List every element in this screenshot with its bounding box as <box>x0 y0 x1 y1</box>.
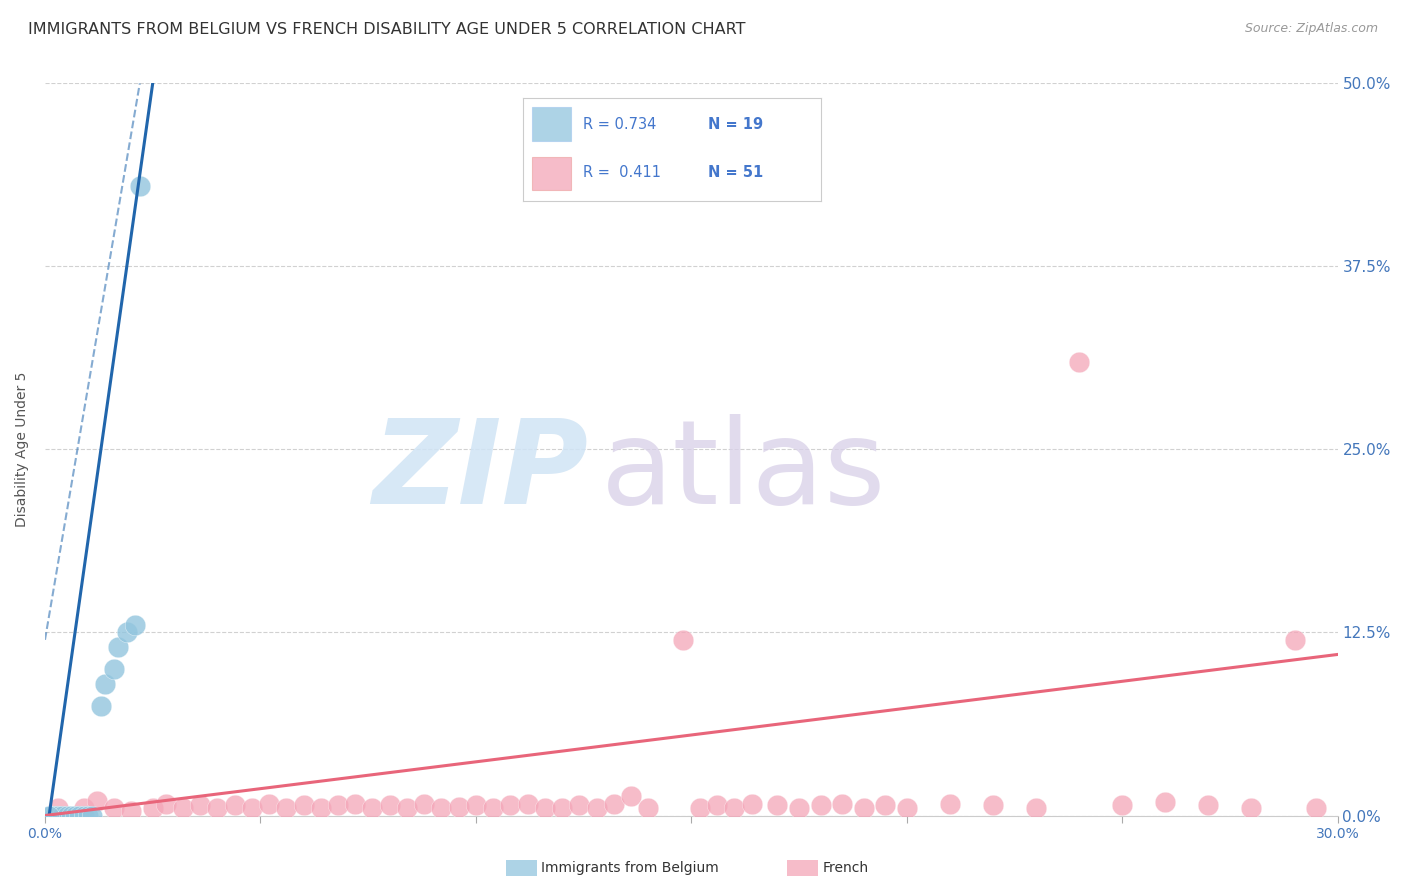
Point <box>63 808 86 822</box>
Point <box>128 178 150 193</box>
Point <box>224 798 246 813</box>
Point <box>706 798 728 813</box>
Point <box>568 798 591 813</box>
Point <box>276 801 298 815</box>
Point <box>464 798 486 813</box>
Point <box>499 798 522 813</box>
Point <box>82 808 104 822</box>
Point <box>42 808 65 822</box>
Point <box>1305 801 1327 815</box>
Point <box>896 801 918 815</box>
Point <box>875 798 897 813</box>
Point <box>51 808 73 822</box>
Point <box>344 797 367 811</box>
Point <box>1069 354 1091 368</box>
Y-axis label: Disability Age Under 5: Disability Age Under 5 <box>15 372 30 527</box>
Point <box>430 801 453 815</box>
Point <box>90 698 112 713</box>
Point <box>516 797 538 811</box>
Point <box>551 801 574 815</box>
Point <box>207 801 229 815</box>
Point <box>1197 798 1219 813</box>
Point <box>188 798 211 813</box>
Text: French: French <box>823 861 869 875</box>
Point <box>73 801 96 815</box>
Point <box>326 798 349 813</box>
Point <box>766 798 789 813</box>
Text: IMMIGRANTS FROM BELGIUM VS FRENCH DISABILITY AGE UNDER 5 CORRELATION CHART: IMMIGRANTS FROM BELGIUM VS FRENCH DISABI… <box>28 22 745 37</box>
Point <box>41 808 63 822</box>
Point <box>86 794 108 808</box>
Point <box>637 801 659 815</box>
Point <box>94 677 117 691</box>
Point <box>852 801 875 815</box>
Point <box>689 801 711 815</box>
Point <box>1240 801 1263 815</box>
Point <box>672 632 695 647</box>
Point <box>810 798 832 813</box>
Point <box>395 801 418 815</box>
Point <box>59 808 82 822</box>
Point <box>38 808 60 822</box>
Point <box>107 640 129 654</box>
Point <box>69 808 91 822</box>
Point <box>55 808 77 822</box>
Point <box>309 801 332 815</box>
Text: ZIP: ZIP <box>373 414 588 529</box>
Point <box>1025 801 1047 815</box>
Point <box>46 801 69 815</box>
Point <box>1154 795 1177 809</box>
Point <box>124 618 146 632</box>
Point <box>142 801 165 815</box>
Point <box>787 801 810 815</box>
Point <box>831 797 853 811</box>
Point <box>46 808 69 822</box>
Point <box>103 662 125 676</box>
Point <box>115 625 138 640</box>
Point <box>939 797 962 811</box>
Point <box>257 797 280 811</box>
Point <box>533 801 555 815</box>
Text: Source: ZipAtlas.com: Source: ZipAtlas.com <box>1244 22 1378 36</box>
Point <box>73 808 96 822</box>
Point <box>77 808 100 822</box>
Point <box>413 797 436 811</box>
Point <box>981 798 1004 813</box>
Point <box>723 801 745 815</box>
Point <box>741 797 763 811</box>
Point <box>155 797 177 811</box>
Point <box>603 797 626 811</box>
Point <box>378 798 401 813</box>
Point <box>172 801 194 815</box>
Point <box>1111 798 1133 813</box>
Text: Immigrants from Belgium: Immigrants from Belgium <box>541 861 718 875</box>
Point <box>361 801 384 815</box>
Point <box>103 801 125 815</box>
Point <box>292 798 315 813</box>
Point <box>447 799 470 814</box>
Point <box>240 801 263 815</box>
Text: atlas: atlas <box>600 414 886 529</box>
Point <box>585 801 607 815</box>
Point <box>1284 632 1306 647</box>
Point <box>482 801 505 815</box>
Point <box>620 789 643 804</box>
Point <box>120 804 142 818</box>
